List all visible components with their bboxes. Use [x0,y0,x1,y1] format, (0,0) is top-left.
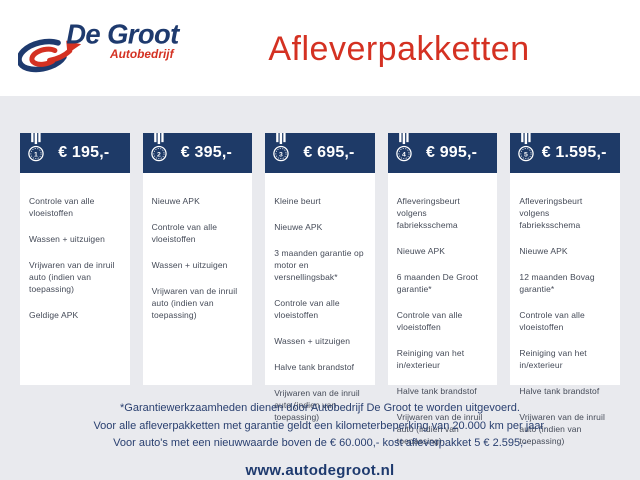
package-item: Nieuwe APK [151,196,200,206]
package-card-header: 3 € 695,- [265,133,375,173]
package-items: Nieuwe APK Controle van alle vloeistoffen… [143,173,253,335]
medal-number: 4 [402,151,406,158]
package-item: Halve tank brandstof [274,362,355,372]
package-items: Controle van alle vloeistoffen Wassen + u… [20,173,130,335]
package-item: Kleine beurt [274,196,321,206]
swoosh-icon [16,38,82,72]
package-card-header: 5 € 1.595,- [510,133,620,173]
package-item: 3 maanden garantie op motor en versnelli… [274,248,364,282]
package-items: Kleine beurt Nieuwe APK 3 maanden garantie… [265,173,375,437]
package-item: Afleveringsbeurt volgens fabrieksschema [396,196,460,230]
package-item: Reiniging van het in/exterieur [396,348,465,370]
medal-icon: 2 [150,133,167,162]
package-card: 3 € 695,- Kleine beurt Nieuwe APK 3 maande… [265,133,375,422]
footer-note: Voor auto's met een nieuwwaarde boven de… [113,437,527,449]
package-price: € 395,- [180,144,232,161]
footer-note: *Garantiewerkzaamheden dienen door Autob… [120,402,520,414]
page-title: Afleverpakketten [268,29,530,68]
package-item: 6 maanden De Groot garantie* [396,272,478,294]
package-item: 12 maanden Bovag garantie* [519,272,595,294]
package-card-header: 4 € 995,- [387,133,498,173]
package-price: € 995,- [425,144,478,161]
package-item: Nieuwe APK [274,222,323,232]
footer-notes: *Garantiewerkzaamheden dienen door Autob… [20,400,620,453]
package-price: € 195,- [58,144,110,161]
package-items: Afleveringsbeurt volgens fabrieksschema N… [388,173,498,461]
medal-icon: 1 [28,133,44,162]
package-item: Controle van alle vloeistoffen [519,310,585,332]
packages-section: 1 € 195,- Controle van alle vloeistoffen… [0,96,640,480]
package-item: Halve tank brandstof [519,386,600,396]
package-price: € 1.595,- [541,144,607,161]
package-item: Vrijwaren van de inruil auto (indien van… [396,412,483,446]
package-item: Controle van alle vloeistoffen [29,196,95,218]
medal-number: 2 [157,151,161,158]
medal-number: 1 [34,151,38,158]
package-item: Vrijwaren van de inruil auto (indien van… [29,260,115,294]
package-price: € 695,- [303,144,355,161]
package-item: Controle van alle vloeistoffen [396,310,463,332]
medal-number: 5 [524,151,528,158]
medal-icon: 3 [273,133,289,162]
package-item: Geldige APK [29,310,79,320]
page-header: De Groot Autobedrijf Afleverpakketten [0,0,640,96]
package-item: Vrijwaren van de inruil auto (indien van… [151,286,238,320]
package-item: Wassen + uitzuigen [274,336,351,346]
package-item: Vrijwaren van de inruil auto (indien van… [274,388,360,422]
package-item: Halve tank brandstof [396,386,477,396]
website-link[interactable]: www.autodegroot.nl [245,461,395,479]
brand-logo: De Groot Autobedrijf [16,15,188,82]
medal-icon: 5 [518,133,535,162]
package-cards: 1 € 195,- Controle van alle vloeistoffen… [20,133,620,446]
medal-icon: 4 [396,133,412,162]
package-item: Reiniging van het in/exterieur [519,348,587,370]
package-card: 4 € 995,- Afleveringsbeurt volgens fabri… [387,133,498,446]
package-card: 5 € 1.595,- Afleveringsbeurt volgens fab… [510,133,620,446]
package-item: Controle van alle vloeistoffen [274,298,340,320]
package-card: 1 € 195,- Controle van alle vloeistoffen… [20,133,130,385]
footer-note: Voor alle afleverpakketten met garantie … [93,419,547,432]
package-item: Nieuwe APK [396,246,446,256]
package-card-header: 2 € 395,- [142,133,253,173]
package-item: Vrijwaren van de inruil auto (indien van… [519,412,605,446]
brand-name: De Groot [66,18,181,49]
package-item: Wassen + uitzuigen [29,234,105,244]
brand-logo-graphic: De Groot Autobedrijf [16,18,182,72]
package-items: Afleveringsbeurt volgens fabrieksschema N… [510,173,620,461]
package-item: Afleveringsbeurt volgens fabrieksschema [519,196,583,230]
package-card-header: 1 € 195,- [20,133,130,173]
brand-sub: Autobedrijf [109,46,175,60]
package-item: Controle van alle vloeistoffen [151,222,218,244]
package-item: Wassen + uitzuigen [151,260,228,270]
medal-number: 3 [279,151,283,158]
package-item: Nieuwe APK [519,246,568,256]
package-card: 2 € 395,- Nieuwe APK Controle van alle vl… [142,133,253,385]
